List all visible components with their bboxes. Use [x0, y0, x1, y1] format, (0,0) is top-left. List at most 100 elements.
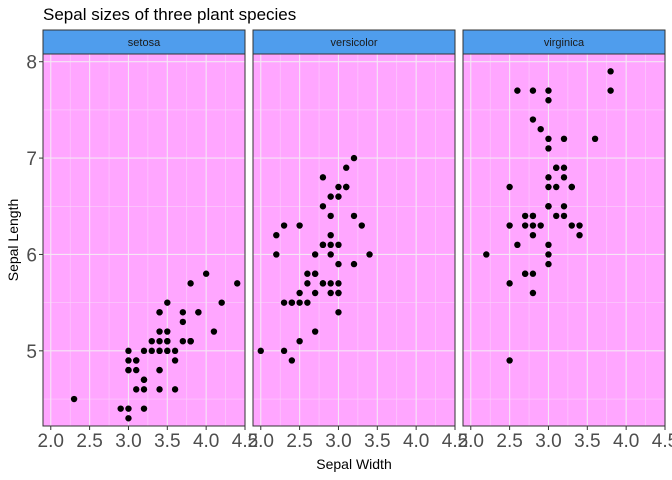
y-tick-label: 8 [26, 53, 37, 74]
data-point [350, 260, 358, 268]
data-point [335, 193, 342, 200]
x-tick-label: 3.0 [535, 431, 561, 452]
data-point [125, 405, 132, 412]
data-point [576, 231, 583, 239]
x-tick-label: 2.0 [38, 431, 64, 452]
data-point [607, 68, 614, 75]
data-point [164, 299, 171, 306]
data-point [350, 212, 358, 220]
data-point [156, 366, 163, 374]
data-point [133, 366, 140, 374]
data-point [140, 405, 148, 412]
data-point [327, 231, 334, 239]
data-point [537, 125, 544, 133]
data-point [335, 260, 342, 268]
x-tick-label: 2.0 [458, 431, 484, 452]
x-tick-label: 4.0 [193, 431, 219, 452]
data-point [343, 183, 350, 191]
data-point [288, 357, 296, 364]
data-point [560, 203, 568, 210]
data-point [607, 87, 614, 94]
x-tick-label: 3.5 [364, 431, 390, 452]
data-point [273, 231, 280, 239]
data-point [202, 270, 210, 277]
data-point [335, 309, 342, 316]
y-tick-label: 7 [26, 149, 37, 170]
facet-virginica: virginica 2.0 2.5 3.0 3.5 4.0 4.5 [458, 29, 672, 452]
data-point [257, 347, 264, 355]
panel-border [462, 53, 666, 427]
data-point [273, 251, 280, 258]
data-point [327, 280, 334, 287]
data-point [288, 299, 296, 306]
data-point [148, 337, 155, 345]
data-point [514, 87, 521, 94]
data-point [529, 87, 537, 94]
y-axis-label: Sepal Length [5, 199, 21, 282]
x-tick-label: 2.5 [76, 431, 102, 452]
data-point [187, 337, 194, 345]
data-point [140, 376, 148, 383]
x-tick-label: 4.5 [232, 431, 258, 452]
data-point [327, 251, 334, 258]
facet-strip-label: virginica [544, 37, 585, 49]
x-tick-label: 4.0 [613, 431, 639, 452]
data-point [195, 309, 202, 316]
data-point [296, 289, 303, 297]
panel-border [42, 53, 246, 427]
data-point [327, 241, 334, 249]
data-point [335, 241, 342, 249]
data-point [280, 299, 288, 306]
data-point [506, 183, 513, 191]
y-tick-label: 6 [26, 245, 37, 266]
data-point [319, 241, 327, 249]
facet-strip [42, 29, 246, 55]
data-point [327, 212, 334, 220]
chart-title: Sepal sizes of three plant species [43, 5, 296, 24]
data-point [506, 222, 513, 229]
x-tick-label: 3.5 [154, 431, 180, 452]
data-point [304, 280, 311, 287]
y-tick-label: 5 [26, 342, 37, 363]
data-point [304, 270, 311, 277]
data-point [537, 222, 544, 229]
data-point [506, 280, 513, 287]
data-point [560, 164, 568, 171]
data-point [529, 116, 537, 123]
data-point [568, 183, 575, 191]
panel-background [43, 54, 245, 426]
data-point [171, 357, 179, 364]
data-point [545, 145, 552, 152]
data-point [171, 347, 179, 355]
data-point [156, 309, 163, 316]
data-point [335, 289, 342, 297]
data-point [164, 337, 171, 345]
facet-strip-label: setosa [128, 37, 161, 49]
data-point [164, 347, 171, 355]
x-tick-label: 2.5 [286, 431, 312, 452]
data-point [335, 183, 342, 191]
data-point [553, 183, 560, 191]
data-point [521, 270, 529, 277]
data-point [545, 87, 552, 94]
data-point [529, 270, 537, 277]
x-tick-label: 4.0 [403, 431, 429, 452]
data-point [125, 366, 132, 374]
data-point [545, 174, 552, 181]
data-point [133, 357, 140, 364]
data-point [218, 299, 225, 306]
x-tick-label: 3.0 [325, 431, 351, 452]
data-point [568, 222, 575, 229]
data-point [156, 347, 163, 355]
x-tick-label: 3.5 [574, 431, 600, 452]
y-axis: 5 6 7 8 [26, 53, 43, 363]
x-tick-label: 2.5 [496, 431, 522, 452]
data-point [343, 164, 350, 171]
facet-setosa: setosa 2.0 2.5 3.0 3.5 4.0 4.5 [38, 29, 258, 452]
data-point [125, 415, 132, 422]
data-point [210, 328, 218, 335]
data-point [164, 328, 171, 335]
data-point [327, 289, 334, 297]
data-point [280, 347, 288, 355]
panel-background [253, 54, 455, 426]
